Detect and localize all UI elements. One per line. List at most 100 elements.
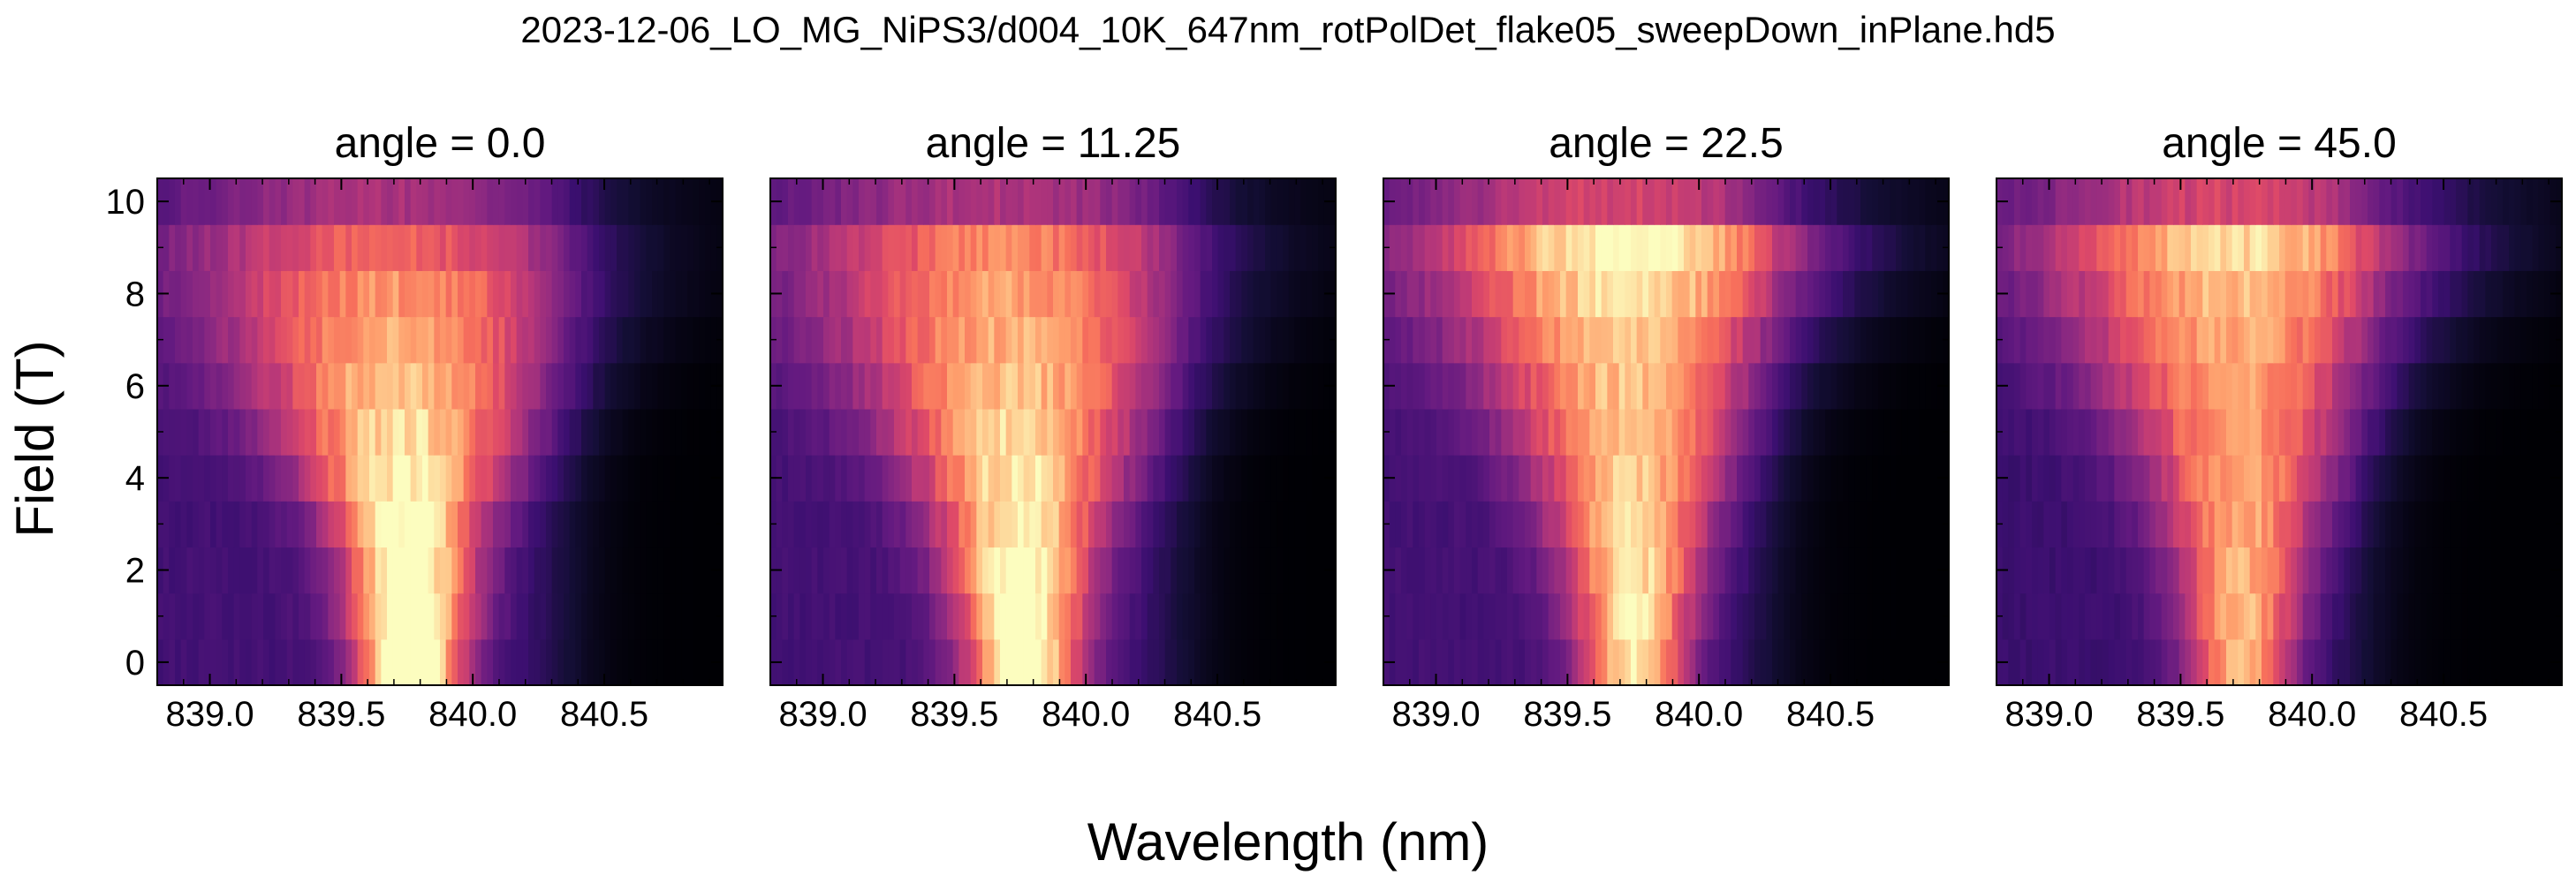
heatmap-cell	[2061, 455, 2068, 502]
heatmap-cell	[251, 270, 258, 318]
heatmap-cell	[2491, 455, 2498, 502]
heatmap-cell	[2279, 224, 2286, 271]
heatmap-cell	[2438, 592, 2445, 640]
heatmap-cell	[1671, 362, 1678, 410]
heatmap-cell	[2461, 638, 2468, 685]
heatmap-cell	[1472, 362, 1479, 410]
heatmap-cell	[652, 224, 659, 271]
heatmap-cell	[551, 592, 558, 640]
heatmap-cell	[2090, 224, 2097, 271]
heatmap-cell	[610, 362, 617, 410]
heatmap-cell	[2291, 455, 2298, 502]
heatmap-cell	[1707, 501, 1714, 548]
heatmap-cell	[1790, 270, 1797, 318]
heatmap-cell	[1660, 270, 1667, 318]
heatmap-cell	[952, 270, 959, 318]
heatmap-cell	[1212, 408, 1219, 456]
heatmap-cell	[965, 362, 972, 410]
heatmap-cell	[2185, 362, 2192, 410]
heatmap-cell	[2450, 592, 2457, 640]
heatmap-cell	[1648, 455, 1655, 502]
heatmap-cell	[1100, 408, 1107, 456]
heatmap-cell	[216, 501, 223, 548]
heatmap-cell	[316, 178, 323, 225]
heatmap-cell	[1890, 638, 1897, 685]
heatmap-cell	[2072, 408, 2080, 456]
heatmap-cell	[705, 501, 712, 548]
heatmap-cell	[640, 547, 647, 594]
heatmap-cell	[1071, 455, 1078, 502]
heatmap-cell	[1772, 178, 1779, 225]
heatmap-cell	[882, 178, 889, 225]
heatmap-cell	[2037, 224, 2044, 271]
heatmap-cell	[2138, 638, 2145, 685]
heatmap-cell	[1200, 547, 1207, 594]
heatmap-cell	[1064, 501, 1072, 548]
heatmap-cell	[617, 455, 624, 502]
heatmap-cell	[2173, 270, 2180, 318]
heatmap-cell	[1106, 455, 1113, 502]
heatmap-cell	[2002, 501, 2009, 548]
heatmap-cell	[1907, 408, 1914, 456]
heatmap-cell	[604, 501, 611, 548]
y-tick-label: 10	[106, 183, 146, 222]
heatmap-cell	[2244, 270, 2251, 318]
heatmap-cell	[2544, 316, 2551, 364]
heatmap-cell	[2125, 224, 2133, 271]
heatmap-cell	[2114, 547, 2121, 594]
heatmap-cell	[1094, 547, 1101, 594]
heatmap-cell	[2161, 178, 2168, 225]
heatmap-cell	[2302, 178, 2309, 225]
heatmap-cell	[2373, 270, 2380, 318]
heatmap-cell	[222, 362, 229, 410]
heatmap-cell	[859, 501, 866, 548]
heatmap-cell	[1607, 592, 1614, 640]
heatmap-cell	[1854, 362, 1861, 410]
heatmap-cell	[1572, 224, 1579, 271]
heatmap-cell	[2037, 362, 2044, 410]
heatmap-cell	[976, 547, 983, 594]
heatmap-cell	[180, 638, 187, 685]
heatmap-cell	[905, 224, 913, 271]
heatmap-cell	[1713, 408, 1720, 456]
heatmap-cell	[1595, 316, 1602, 364]
heatmap-cell	[2443, 547, 2451, 594]
heatmap-cell	[322, 178, 329, 225]
heatmap-cell	[1671, 501, 1678, 548]
heatmap-cell	[681, 547, 688, 594]
heatmap-cell	[1318, 316, 1325, 364]
heatmap-cell	[1300, 362, 1307, 410]
heatmap-cell	[1890, 224, 1897, 271]
heatmap-cell	[888, 224, 895, 271]
heatmap-cell	[469, 547, 476, 594]
heatmap-cell	[405, 592, 412, 640]
heatmap-cell	[286, 316, 293, 364]
heatmap-cell	[935, 178, 942, 225]
heatmap-cell	[2368, 316, 2375, 364]
heatmap-cell	[263, 501, 270, 548]
heatmap-cell	[2467, 455, 2474, 502]
heatmap-cell	[316, 224, 323, 271]
heatmap-cell	[469, 316, 476, 364]
heatmap-cell	[782, 547, 789, 594]
heatmap-cell	[1288, 178, 1295, 225]
heatmap-cell	[1141, 178, 1148, 225]
heatmap-cell	[2149, 455, 2156, 502]
heatmap-cell	[551, 270, 558, 318]
heatmap-cell	[534, 592, 541, 640]
heatmap-cell	[1671, 224, 1678, 271]
heatmap-cell	[534, 638, 541, 685]
heatmap-cell	[1795, 178, 1802, 225]
heatmap-cell	[1041, 547, 1048, 594]
heatmap-cell	[1512, 501, 1519, 548]
heatmap-cell	[180, 178, 187, 225]
heatmap-cell	[1507, 592, 1514, 640]
heatmap-cell	[2120, 547, 2127, 594]
heatmap-cell	[2273, 501, 2280, 548]
heatmap-cell	[776, 592, 783, 640]
heatmap-cell	[1654, 316, 1661, 364]
heatmap-cell	[1530, 547, 1537, 594]
heatmap-cell	[2161, 362, 2168, 410]
heatmap-cell	[2432, 592, 2439, 640]
heatmap-cell	[646, 362, 653, 410]
